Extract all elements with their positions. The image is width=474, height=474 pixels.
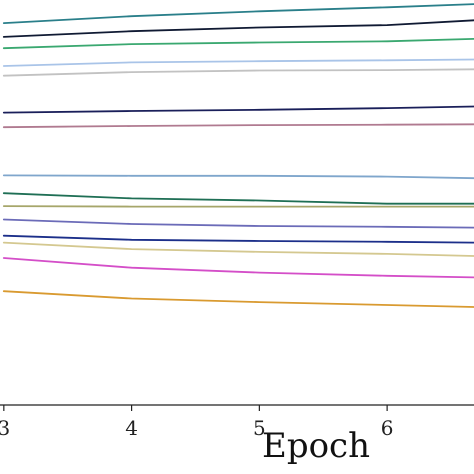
x-tick-label-3: 3 [0,416,10,440]
series-line-11 [2,218,474,229]
series-line-15 [2,290,474,308]
series-line-5 [2,68,474,77]
x-tick-label-6: 6 [381,416,394,440]
series-line-10 [2,205,474,208]
series-line-2 [2,19,474,38]
series-line-4 [2,58,474,67]
x-tick-label-5: 5 [253,416,266,440]
series-line-7 [2,123,474,129]
series-line-14 [2,257,474,279]
x-axis-title: Epoch [262,426,370,466]
series-line-1 [2,3,474,25]
series-line-6 [2,105,474,114]
x-tick-layer: 3 4 5 6 [0,405,393,440]
series-line-13 [2,241,474,257]
series-layer [2,3,474,308]
series-line-3 [2,38,474,50]
series-line-8 [2,174,474,180]
series-line-9 [2,192,474,205]
x-tick-label-4: 4 [125,416,138,440]
series-line-12 [2,234,474,244]
